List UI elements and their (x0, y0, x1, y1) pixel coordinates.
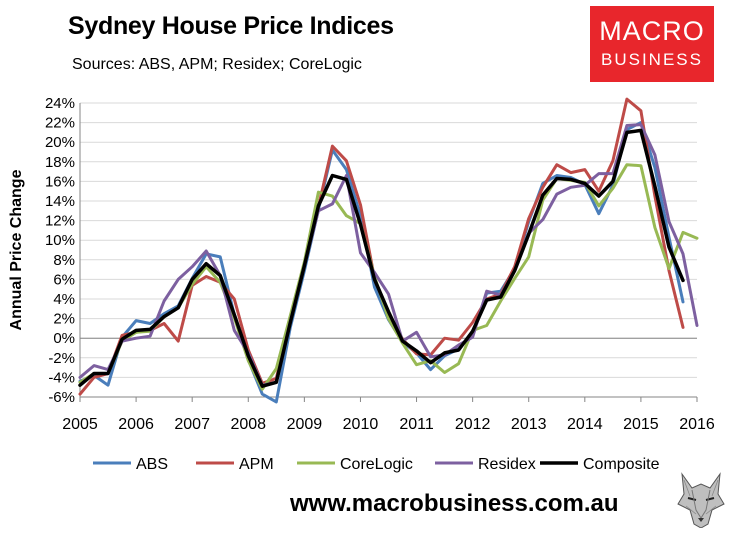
logo-line2: BUSINESS (601, 50, 703, 69)
y-tick-label: 18% (45, 154, 75, 171)
x-tick-label: 2008 (230, 416, 266, 433)
x-tick-label: 2016 (679, 416, 715, 433)
x-tick-label: 2011 (399, 416, 434, 433)
y-tick-label: 4% (53, 291, 75, 308)
y-tick-label: 16% (45, 173, 75, 190)
wolf-logo-icon (676, 470, 726, 528)
series-line-residex (78, 123, 699, 387)
y-axis-label: Annual Price Change (8, 169, 25, 330)
y-tick-label: 24% (45, 95, 75, 112)
x-tick-label: 2015 (623, 416, 659, 433)
y-tick-label: 22% (45, 115, 75, 132)
y-tick-label: 2% (53, 311, 75, 328)
legend-label: Composite (583, 456, 660, 473)
x-tick-label: 2010 (343, 416, 379, 433)
chart-title: Sydney House Price Indices (68, 12, 394, 40)
y-tick-label: -6% (48, 389, 75, 406)
x-tick-label: 2012 (455, 416, 491, 433)
legend-label: ABS (136, 456, 168, 473)
series-line-apm (78, 97, 685, 396)
series-line-abs (78, 121, 685, 404)
x-tick-label: 2006 (118, 416, 154, 433)
y-tick-label: 14% (45, 193, 75, 210)
x-tick-label: 2013 (511, 416, 547, 433)
y-tick-label: 20% (45, 134, 75, 151)
y-tick-label: 10% (45, 232, 75, 249)
series-line-corelogic (78, 163, 699, 391)
legend-label: CoreLogic (340, 456, 413, 473)
y-tick-label: 8% (53, 252, 75, 269)
y-tick-label: -2% (48, 350, 75, 367)
y-tick-label: 6% (53, 271, 75, 288)
series-line-composite (78, 128, 685, 388)
footer-url: www.macrobusiness.com.au (290, 490, 619, 517)
x-tick-label: 2007 (174, 416, 210, 433)
x-tick-label: 2009 (287, 416, 323, 433)
logo-line1: MACRO (599, 16, 705, 46)
x-tick-label: 2014 (567, 416, 603, 433)
y-tick-label: 12% (45, 213, 75, 230)
chart-subtitle: Sources: ABS, APM; Residex; CoreLogic (72, 56, 362, 73)
macrobusiness-logo: MACRO BUSINESS (590, 6, 714, 82)
legend-label: APM (239, 456, 274, 473)
y-tick-label: 0% (53, 330, 75, 347)
y-tick-label: -4% (48, 369, 75, 386)
x-tick-label: 2005 (62, 416, 98, 433)
legend-label: Residex (478, 456, 536, 473)
